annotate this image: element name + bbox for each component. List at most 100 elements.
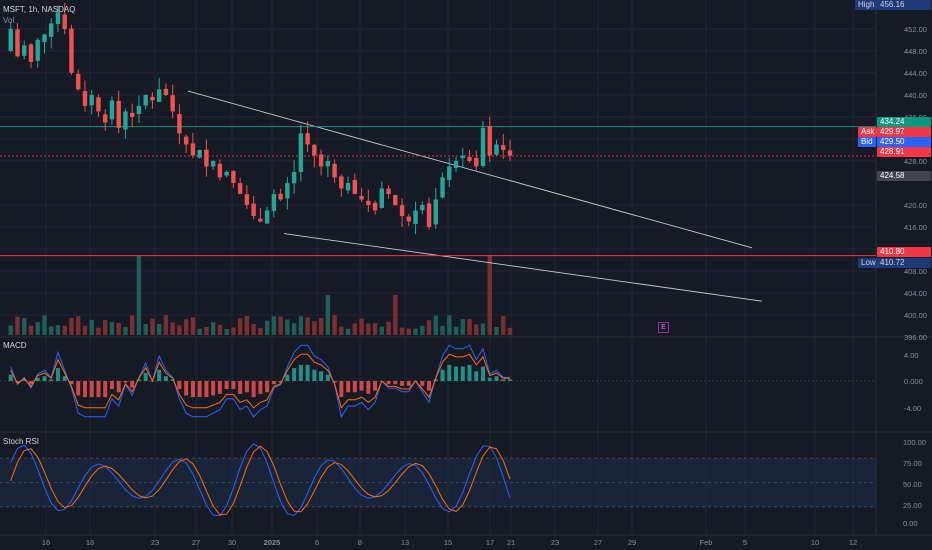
- macd-histogram-bar: [76, 381, 81, 396]
- candle-body: [507, 150, 513, 156]
- volume-bar: [278, 316, 283, 335]
- candle-body: [143, 94, 148, 106]
- volume-bar: [197, 328, 202, 335]
- candle-body: [251, 203, 256, 216]
- candle-body: [325, 160, 331, 167]
- price-label-tag: Ask: [858, 127, 878, 137]
- macd-histogram-bar: [130, 381, 135, 388]
- volume-bar: [129, 315, 135, 335]
- macd-histogram-bar: [292, 368, 297, 381]
- macd-histogram-bar: [170, 379, 175, 381]
- volume-bar: [507, 327, 513, 335]
- macd-histogram-bar: [474, 371, 479, 381]
- macd-histogram-bar: [386, 381, 391, 385]
- candles: [8, 2, 513, 235]
- candle-body: [420, 204, 425, 211]
- macd-histogram-bar: [420, 381, 425, 386]
- volume-bar: [372, 323, 378, 335]
- macd-histogram-bar: [211, 381, 216, 396]
- macd-histogram-bar: [109, 381, 114, 390]
- candle-body: [204, 149, 209, 167]
- earnings-event-marker[interactable]: E: [658, 322, 669, 333]
- macd-histogram-bar: [285, 374, 290, 381]
- candle-body: [264, 210, 270, 224]
- volume-bar: [487, 255, 492, 335]
- volume-bar: [447, 315, 452, 335]
- candle-body: [298, 133, 304, 172]
- candle-body: [393, 195, 398, 205]
- horizontal-price-lines: [0, 126, 876, 257]
- price-axis-tick: 444.00: [904, 69, 927, 78]
- volume-bar: [156, 323, 162, 335]
- time-axis-tick: 2025: [264, 538, 281, 547]
- volume-bar: [237, 318, 243, 335]
- time-axis-tick: 8: [358, 538, 362, 547]
- time-axis-tick: 6: [315, 538, 319, 547]
- volume-bar: [325, 295, 331, 335]
- volume-bar: [76, 316, 81, 335]
- symbol-title[interactable]: MSFT, 1h, NASDAQ: [3, 5, 76, 14]
- volume-bar: [271, 316, 277, 335]
- macd-histogram-bar: [103, 381, 108, 398]
- price-axis-tick: 452.00: [904, 25, 927, 34]
- time-axis-tick: 30: [228, 538, 236, 547]
- candle-body: [170, 95, 175, 112]
- volume-bar: [467, 319, 472, 335]
- volume-bar: [413, 328, 418, 335]
- stoch-axis-tick: 0.00: [903, 519, 918, 528]
- candle-body: [190, 143, 196, 156]
- volume-bar: [399, 327, 405, 335]
- price-label-value: 429.97: [877, 127, 931, 137]
- stoch-axis-tick: 50.00: [903, 480, 922, 489]
- macd-histogram-bar: [312, 369, 317, 381]
- candle-body: [76, 73, 81, 90]
- candle-body: [129, 112, 135, 117]
- macd-histogram-bar: [62, 376, 67, 381]
- macd-histogram-bar: [42, 376, 47, 381]
- lower-trendline: [283, 233, 763, 302]
- candle-body: [474, 157, 479, 167]
- candle-body: [123, 111, 128, 130]
- candle-body: [494, 144, 499, 155]
- stoch-axis-tick: 75.00: [903, 459, 922, 468]
- volume-bar: [501, 316, 506, 335]
- stoch-rsi-pane: [0, 443, 876, 517]
- macd-histogram-bar: [163, 376, 168, 381]
- candle-body: [352, 179, 358, 194]
- volume-bar: [339, 326, 344, 335]
- time-axis-tick: 29: [628, 538, 636, 547]
- volume-bar: [143, 323, 148, 335]
- candle-body: [480, 127, 486, 167]
- macd-histogram-bar: [346, 381, 351, 393]
- price-axis-tick: 416.00: [904, 223, 927, 232]
- volume-bar: [420, 325, 425, 335]
- volume-bar: [379, 326, 385, 335]
- trendlines: [187, 90, 763, 302]
- macd-histogram-bar: [244, 381, 249, 393]
- candle-body: [406, 216, 411, 222]
- volume-bar: [96, 327, 101, 335]
- candle-body: [237, 183, 243, 194]
- price-axis-tick: 400.00: [904, 311, 927, 320]
- upper-trendline: [187, 90, 753, 249]
- candle-body: [345, 182, 351, 191]
- time-axis-tick: 15: [444, 538, 452, 547]
- volume-bar: [170, 322, 175, 335]
- time-axis-tick: 12: [849, 538, 857, 547]
- macd-title[interactable]: MACD: [3, 341, 27, 350]
- stoch-k-line: [10, 443, 511, 517]
- volume-bar: [352, 323, 358, 335]
- macd-histogram-bar: [204, 381, 209, 398]
- price-axis-tick: 448.00: [904, 47, 927, 56]
- candle-body: [372, 202, 378, 211]
- candle-body: [163, 88, 169, 95]
- volume-bar: [82, 325, 88, 335]
- volume-bar: [103, 319, 108, 335]
- stoch-rsi-title[interactable]: Stoch RSI: [3, 437, 40, 446]
- volume-bar: [298, 316, 304, 335]
- volume-bar: [345, 328, 351, 335]
- volume-bar: [312, 321, 317, 335]
- volume-bar: [440, 326, 445, 335]
- candle-body: [467, 156, 472, 161]
